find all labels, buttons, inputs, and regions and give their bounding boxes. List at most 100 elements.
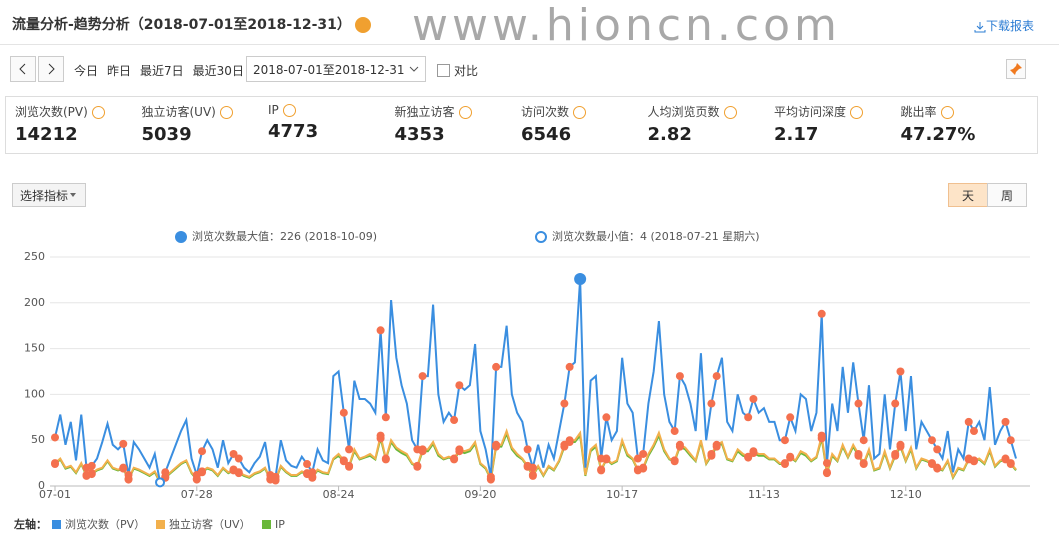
- metric: 跳出率 47.27%: [901, 103, 976, 145]
- help-icon[interactable]: [282, 104, 296, 117]
- weekend-point: [786, 452, 795, 461]
- x-tick-label: 07-28: [181, 488, 213, 501]
- metric-label: 跳出率: [901, 103, 976, 120]
- legend-swatch: [156, 520, 165, 529]
- compare-label: 对比: [454, 64, 479, 78]
- legend-label: IP: [275, 518, 285, 531]
- weekend-point: [822, 459, 831, 468]
- weekend-point: [749, 447, 758, 456]
- weekend-point: [308, 468, 317, 477]
- metric-label-text: 平均访问深度: [774, 105, 847, 119]
- metric-label: 访问次数: [521, 103, 587, 120]
- day-text: 天: [961, 188, 974, 203]
- max-point: [574, 272, 587, 285]
- page-title: 流量分析-趋势分析（2018-07-01至2018-12-31）: [12, 14, 371, 34]
- metric-label: IP: [268, 103, 318, 117]
- weekend-point: [933, 445, 942, 454]
- divider: [0, 44, 1059, 45]
- metric-label: 浏览次数(PV): [15, 103, 105, 120]
- week-button[interactable]: 周: [987, 183, 1027, 207]
- weekend-point: [817, 431, 826, 440]
- metric-label-text: 浏览次数(PV): [15, 105, 88, 119]
- weekend-point: [119, 463, 128, 472]
- help-icon[interactable]: [940, 106, 954, 119]
- weekend-point: [675, 440, 684, 449]
- help-icon[interactable]: [850, 106, 864, 119]
- weekend-point: [786, 413, 795, 422]
- metric-label-text: IP: [268, 103, 279, 117]
- watermark: www.hioncn.com: [412, 0, 841, 51]
- x-tick-label: 10-17: [606, 488, 638, 501]
- weekend-point: [749, 394, 758, 403]
- weekend-point: [413, 445, 422, 454]
- legend-swatch: [52, 520, 61, 529]
- annotation: 浏览次数最小值：4 (2018-07-21 星期六): [552, 229, 760, 243]
- weekend-point: [229, 449, 238, 458]
- metric-value: 4353: [394, 124, 445, 145]
- weekend-point: [817, 309, 826, 318]
- weekend-point: [780, 436, 789, 445]
- next-button[interactable]: [38, 56, 64, 82]
- weekend-point: [450, 416, 459, 425]
- weekend-point: [560, 399, 569, 408]
- weekend-point: [119, 439, 128, 448]
- weekend-point: [303, 460, 312, 469]
- select-metric[interactable]: 选择指标: [12, 183, 86, 207]
- metric: 平均访问深度 2.17: [774, 103, 864, 145]
- checkbox[interactable]: [437, 64, 450, 77]
- legend-label: 独立访客（UV）: [169, 517, 251, 531]
- date-range: 2018-07-01至2018-12-31: [253, 62, 405, 77]
- pin-button[interactable]: [1006, 59, 1026, 79]
- weekend-point: [271, 472, 280, 481]
- metric-label-text: 访问次数: [521, 105, 570, 119]
- weekend-point: [969, 456, 978, 465]
- weekend-point: [891, 399, 900, 408]
- metric: IP 4773: [268, 103, 318, 142]
- weekend-point: [969, 427, 978, 436]
- weekend-point: [639, 449, 648, 458]
- metrics-panel: 浏览次数(PV) 14212 独立访客(UV) 5039 IP 4773 新独立访客 4353…: [5, 96, 1038, 154]
- quick-range[interactable]: 最近7日: [140, 64, 184, 78]
- weekend-point: [670, 456, 679, 465]
- help-icon[interactable]: [723, 106, 737, 119]
- metric: 浏览次数(PV) 14212: [15, 103, 105, 145]
- weekend-point: [345, 461, 354, 470]
- weekend-point: [822, 468, 831, 477]
- weekend-point: [87, 461, 96, 470]
- metric: 新独立访客 4353: [395, 103, 472, 145]
- compare-toggle[interactable]: 对比: [437, 62, 478, 79]
- metric-value: 4773: [268, 121, 319, 142]
- weekend-point: [675, 372, 684, 381]
- prev-button[interactable]: [10, 56, 36, 82]
- download-link[interactable]: 下载报表: [974, 17, 1034, 34]
- weekend-point: [376, 431, 385, 440]
- help-icon[interactable]: [91, 106, 105, 119]
- legend-swatch: [262, 520, 271, 529]
- help-icon[interactable]: [219, 106, 233, 119]
- weekend-point: [455, 381, 464, 390]
- weekend-point: [492, 362, 501, 371]
- weekend-point: [854, 399, 863, 408]
- weekend-point: [1001, 454, 1010, 463]
- legend-label: 浏览次数（PV）: [65, 517, 145, 531]
- weekend-point: [859, 459, 868, 468]
- metric-label: 平均访问深度: [774, 103, 864, 120]
- weekend-point: [633, 454, 642, 463]
- weekend-point: [964, 417, 973, 426]
- help-icon[interactable]: [573, 106, 587, 119]
- quick-range[interactable]: 今日: [74, 64, 99, 78]
- help-icon[interactable]: [458, 106, 472, 119]
- weekend-point: [51, 433, 59, 442]
- help-icon[interactable]: [354, 17, 371, 33]
- date-picker[interactable]: 2018-07-01至2018-12-31: [246, 56, 426, 82]
- weekend-point: [345, 445, 354, 454]
- y-tick-label: 200: [24, 296, 45, 309]
- quick-range[interactable]: 昨日: [107, 64, 132, 78]
- quick-ranges: 今日 昨日 最近7日 最近30日: [74, 62, 244, 79]
- quick-range[interactable]: 最近30日: [192, 64, 244, 78]
- weekend-point: [597, 454, 606, 463]
- weekend-point: [192, 471, 201, 480]
- x-tick-label: 08-24: [323, 488, 355, 501]
- metric-value: 14212: [15, 124, 78, 145]
- y-tick-label: 0: [38, 479, 45, 492]
